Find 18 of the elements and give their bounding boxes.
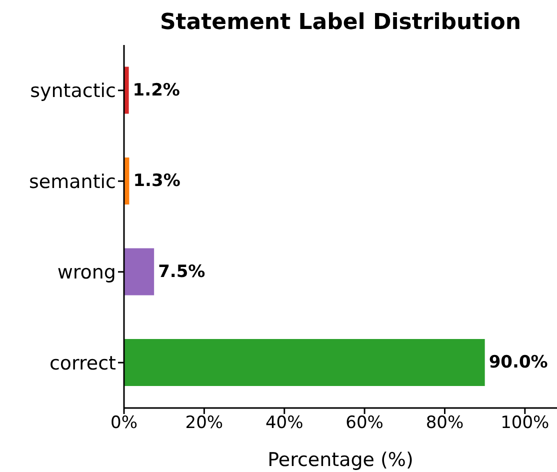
x-tick-label: 80% <box>426 413 464 434</box>
x-tick-label: 100% <box>500 413 550 434</box>
x-tick-label: 20% <box>185 413 224 434</box>
data-label: 1.3% <box>133 171 180 192</box>
bar <box>124 248 154 296</box>
chart-title: Statement Label Distribution <box>158 10 522 35</box>
data-label: 90.0% <box>488 352 548 373</box>
x-tick-label: 0% <box>110 413 138 434</box>
y-tick-label: correct <box>49 352 116 374</box>
x-tick-label: 40% <box>265 413 304 434</box>
y-tick-label: wrong <box>57 262 116 284</box>
data-label: 7.5% <box>158 262 206 282</box>
y-tick-label: syntactic <box>30 80 116 102</box>
bar <box>124 339 485 386</box>
x-axis-title: Percentage (%) <box>268 449 414 471</box>
x-tick-label: 60% <box>346 413 384 434</box>
data-label: 1.2% <box>132 80 180 100</box>
y-tick-label: semantic <box>29 170 116 193</box>
